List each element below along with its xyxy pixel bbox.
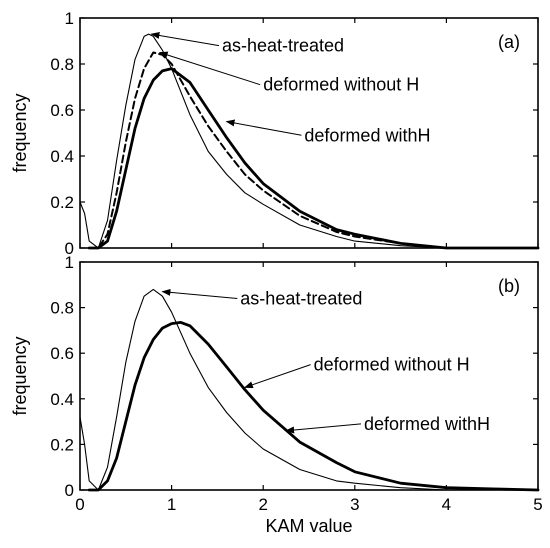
x-tick-label: 2 (258, 495, 267, 514)
panel-a: frequency (a) 0 0.2 0.4 0.6 0.8 1 as-heat-tre… (10, 9, 540, 258)
plot-frame (79, 17, 539, 249)
y-ticks: 0 0.2 0.4 0.6 0.8 1 (50, 253, 538, 500)
annotation-arrow (243, 364, 311, 389)
y-axis-title: frequency (10, 336, 30, 415)
x-tick-label: 5 (533, 495, 542, 514)
series-lines (79, 288, 540, 492)
y-tick-label: 0.4 (50, 147, 74, 166)
panel-label: (a) (498, 32, 520, 52)
annotations: as-heat-treated deformed without H deforme… (161, 288, 490, 434)
y-tick-label: 1 (65, 253, 74, 272)
x-tick-label: 0 (75, 495, 84, 514)
panel-b: frequency (b) KAM value 0 0.2 0.4 0.6 0.8 1 0… (10, 253, 543, 536)
y-tick-label: 0.2 (50, 193, 74, 212)
x-ticks: 0 1 2 3 4 5 (75, 262, 543, 514)
y-tick-label: 0.6 (50, 344, 74, 363)
series-line-deformed-withh (87, 67, 540, 250)
y-axis-title: frequency (10, 93, 30, 172)
y-tick-label: 0.6 (50, 101, 74, 120)
annotation-label: as-heat-treated (222, 36, 344, 56)
x-tick-label: 1 (167, 495, 176, 514)
annotation-label: deformed withH (304, 125, 430, 145)
x-tick-label: 4 (442, 495, 451, 514)
series-line-deformed-without-h (88, 51, 539, 249)
annotation-label: deformed withH (364, 414, 490, 434)
x-tick-label: 3 (350, 495, 359, 514)
annotation-arrow (285, 423, 362, 434)
annotation-label: deformed without H (314, 355, 470, 375)
plot-frame (79, 261, 539, 491)
y-tick-label: 0 (65, 481, 74, 500)
annotation-arrow (150, 31, 220, 47)
series-line-as-heat-treated (79, 288, 539, 491)
series-line-deformed-without-h (88, 321, 539, 491)
annotation-arrow (158, 51, 261, 86)
y-tick-label: 0.4 (50, 390, 74, 409)
y-tick-label: 1 (65, 9, 74, 28)
annotation-arrow (225, 119, 302, 136)
y-ticks: 0 0.2 0.4 0.6 0.8 1 (50, 9, 538, 258)
panel-label: (b) (498, 276, 520, 296)
series-line-deformed-withh (87, 320, 540, 492)
annotation-label: as-heat-treated (240, 288, 362, 308)
y-tick-label: 0.8 (50, 55, 74, 74)
y-tick-label: 0 (65, 239, 74, 258)
x-axis-title: KAM value (265, 516, 352, 536)
y-tick-label: 0.8 (50, 299, 74, 318)
y-tick-label: 0.2 (50, 435, 74, 454)
series-line-as-heat-treated (79, 33, 539, 249)
annotations: as-heat-treated deformed without H deforme… (150, 31, 430, 145)
series-lines (79, 33, 540, 250)
annotation-arrow (161, 288, 238, 299)
annotation-label: deformed without H (263, 75, 419, 95)
